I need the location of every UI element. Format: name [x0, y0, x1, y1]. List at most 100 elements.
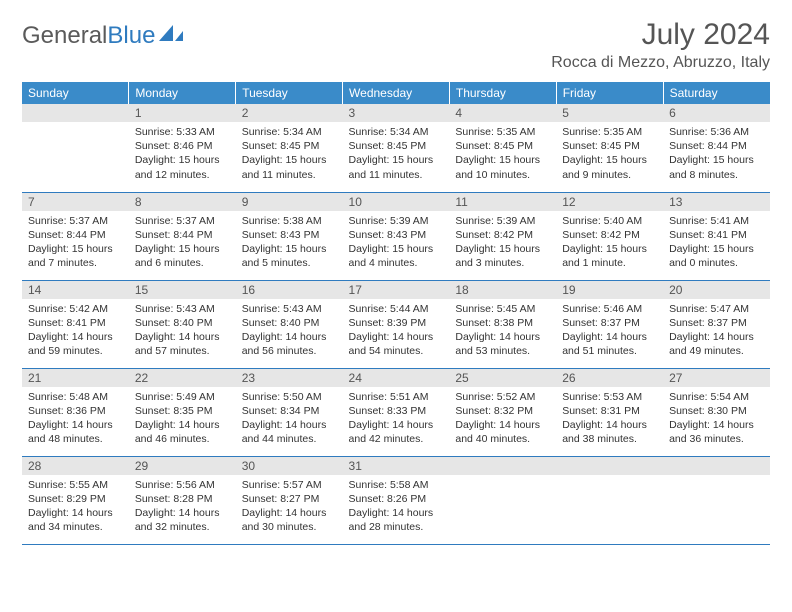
calendar-cell: 15Sunrise: 5:43 AMSunset: 8:40 PMDayligh…	[129, 280, 236, 368]
day-number: 20	[663, 281, 770, 299]
day-number: 23	[236, 369, 343, 387]
logo-sail-icon	[159, 22, 185, 50]
calendar-head: SundayMondayTuesdayWednesdayThursdayFrid…	[22, 82, 770, 104]
day-number: 10	[343, 193, 450, 211]
day-number-empty	[22, 104, 129, 122]
day-number: 1	[129, 104, 236, 122]
day-header: Thursday	[449, 82, 556, 104]
day-number: 18	[449, 281, 556, 299]
day-details: Sunrise: 5:39 AMSunset: 8:42 PMDaylight:…	[449, 211, 556, 275]
day-number: 19	[556, 281, 663, 299]
calendar-cell: 11Sunrise: 5:39 AMSunset: 8:42 PMDayligh…	[449, 192, 556, 280]
calendar-cell: 4Sunrise: 5:35 AMSunset: 8:45 PMDaylight…	[449, 104, 556, 192]
calendar-cell: 26Sunrise: 5:53 AMSunset: 8:31 PMDayligh…	[556, 368, 663, 456]
calendar-row: 28Sunrise: 5:55 AMSunset: 8:29 PMDayligh…	[22, 456, 770, 544]
location-label: Rocca di Mezzo, Abruzzo, Italy	[551, 54, 770, 72]
day-details: Sunrise: 5:35 AMSunset: 8:45 PMDaylight:…	[449, 122, 556, 186]
day-header: Friday	[556, 82, 663, 104]
day-header: Saturday	[663, 82, 770, 104]
calendar-cell: 13Sunrise: 5:41 AMSunset: 8:41 PMDayligh…	[663, 192, 770, 280]
calendar-cell: 16Sunrise: 5:43 AMSunset: 8:40 PMDayligh…	[236, 280, 343, 368]
day-details: Sunrise: 5:40 AMSunset: 8:42 PMDaylight:…	[556, 211, 663, 275]
day-details: Sunrise: 5:52 AMSunset: 8:32 PMDaylight:…	[449, 387, 556, 451]
day-number: 7	[22, 193, 129, 211]
day-number: 31	[343, 457, 450, 475]
calendar-cell	[663, 456, 770, 544]
day-details: Sunrise: 5:35 AMSunset: 8:45 PMDaylight:…	[556, 122, 663, 186]
calendar-cell: 21Sunrise: 5:48 AMSunset: 8:36 PMDayligh…	[22, 368, 129, 456]
day-number: 16	[236, 281, 343, 299]
logo-text-2: Blue	[107, 22, 155, 50]
day-details: Sunrise: 5:45 AMSunset: 8:38 PMDaylight:…	[449, 299, 556, 363]
day-details: Sunrise: 5:37 AMSunset: 8:44 PMDaylight:…	[129, 211, 236, 275]
calendar-table: SundayMondayTuesdayWednesdayThursdayFrid…	[22, 82, 770, 545]
day-number: 3	[343, 104, 450, 122]
calendar-cell: 14Sunrise: 5:42 AMSunset: 8:41 PMDayligh…	[22, 280, 129, 368]
calendar-cell: 19Sunrise: 5:46 AMSunset: 8:37 PMDayligh…	[556, 280, 663, 368]
day-number: 14	[22, 281, 129, 299]
day-details: Sunrise: 5:53 AMSunset: 8:31 PMDaylight:…	[556, 387, 663, 451]
calendar-body: 1Sunrise: 5:33 AMSunset: 8:46 PMDaylight…	[22, 104, 770, 544]
calendar-cell: 28Sunrise: 5:55 AMSunset: 8:29 PMDayligh…	[22, 456, 129, 544]
day-number: 5	[556, 104, 663, 122]
day-details: Sunrise: 5:41 AMSunset: 8:41 PMDaylight:…	[663, 211, 770, 275]
calendar-row: 7Sunrise: 5:37 AMSunset: 8:44 PMDaylight…	[22, 192, 770, 280]
calendar-cell	[449, 456, 556, 544]
day-header: Wednesday	[343, 82, 450, 104]
day-details: Sunrise: 5:50 AMSunset: 8:34 PMDaylight:…	[236, 387, 343, 451]
day-details: Sunrise: 5:56 AMSunset: 8:28 PMDaylight:…	[129, 475, 236, 539]
calendar-cell: 29Sunrise: 5:56 AMSunset: 8:28 PMDayligh…	[129, 456, 236, 544]
month-title: July 2024	[551, 18, 770, 52]
calendar-cell: 8Sunrise: 5:37 AMSunset: 8:44 PMDaylight…	[129, 192, 236, 280]
day-number: 4	[449, 104, 556, 122]
day-number: 25	[449, 369, 556, 387]
calendar-cell: 7Sunrise: 5:37 AMSunset: 8:44 PMDaylight…	[22, 192, 129, 280]
day-header: Monday	[129, 82, 236, 104]
calendar-cell: 1Sunrise: 5:33 AMSunset: 8:46 PMDaylight…	[129, 104, 236, 192]
day-details: Sunrise: 5:42 AMSunset: 8:41 PMDaylight:…	[22, 299, 129, 363]
day-details: Sunrise: 5:58 AMSunset: 8:26 PMDaylight:…	[343, 475, 450, 539]
day-number: 21	[22, 369, 129, 387]
day-number-empty	[449, 457, 556, 475]
day-details: Sunrise: 5:36 AMSunset: 8:44 PMDaylight:…	[663, 122, 770, 186]
calendar-cell: 23Sunrise: 5:50 AMSunset: 8:34 PMDayligh…	[236, 368, 343, 456]
calendar-cell: 5Sunrise: 5:35 AMSunset: 8:45 PMDaylight…	[556, 104, 663, 192]
day-details: Sunrise: 5:54 AMSunset: 8:30 PMDaylight:…	[663, 387, 770, 451]
day-number: 17	[343, 281, 450, 299]
day-number-empty	[556, 457, 663, 475]
calendar-cell: 3Sunrise: 5:34 AMSunset: 8:45 PMDaylight…	[343, 104, 450, 192]
day-details: Sunrise: 5:38 AMSunset: 8:43 PMDaylight:…	[236, 211, 343, 275]
day-number: 24	[343, 369, 450, 387]
calendar-cell: 2Sunrise: 5:34 AMSunset: 8:45 PMDaylight…	[236, 104, 343, 192]
day-header: Tuesday	[236, 82, 343, 104]
day-number: 27	[663, 369, 770, 387]
day-number: 26	[556, 369, 663, 387]
day-number: 15	[129, 281, 236, 299]
logo: GeneralBlue	[22, 22, 185, 50]
day-details: Sunrise: 5:43 AMSunset: 8:40 PMDaylight:…	[129, 299, 236, 363]
day-number: 2	[236, 104, 343, 122]
header: GeneralBlue July 2024 Rocca di Mezzo, Ab…	[22, 18, 770, 72]
calendar-cell: 20Sunrise: 5:47 AMSunset: 8:37 PMDayligh…	[663, 280, 770, 368]
day-details: Sunrise: 5:34 AMSunset: 8:45 PMDaylight:…	[236, 122, 343, 186]
calendar-cell: 18Sunrise: 5:45 AMSunset: 8:38 PMDayligh…	[449, 280, 556, 368]
day-number: 22	[129, 369, 236, 387]
title-block: July 2024 Rocca di Mezzo, Abruzzo, Italy	[551, 18, 770, 72]
day-header-row: SundayMondayTuesdayWednesdayThursdayFrid…	[22, 82, 770, 104]
calendar-row: 21Sunrise: 5:48 AMSunset: 8:36 PMDayligh…	[22, 368, 770, 456]
calendar-cell: 24Sunrise: 5:51 AMSunset: 8:33 PMDayligh…	[343, 368, 450, 456]
day-details: Sunrise: 5:33 AMSunset: 8:46 PMDaylight:…	[129, 122, 236, 186]
calendar-cell: 31Sunrise: 5:58 AMSunset: 8:26 PMDayligh…	[343, 456, 450, 544]
day-details: Sunrise: 5:49 AMSunset: 8:35 PMDaylight:…	[129, 387, 236, 451]
day-number: 29	[129, 457, 236, 475]
day-number: 30	[236, 457, 343, 475]
day-details: Sunrise: 5:46 AMSunset: 8:37 PMDaylight:…	[556, 299, 663, 363]
calendar-row: 14Sunrise: 5:42 AMSunset: 8:41 PMDayligh…	[22, 280, 770, 368]
day-number: 28	[22, 457, 129, 475]
day-details: Sunrise: 5:48 AMSunset: 8:36 PMDaylight:…	[22, 387, 129, 451]
day-details: Sunrise: 5:39 AMSunset: 8:43 PMDaylight:…	[343, 211, 450, 275]
day-details: Sunrise: 5:47 AMSunset: 8:37 PMDaylight:…	[663, 299, 770, 363]
logo-text-1: General	[22, 22, 107, 50]
calendar-cell: 25Sunrise: 5:52 AMSunset: 8:32 PMDayligh…	[449, 368, 556, 456]
day-details: Sunrise: 5:51 AMSunset: 8:33 PMDaylight:…	[343, 387, 450, 451]
